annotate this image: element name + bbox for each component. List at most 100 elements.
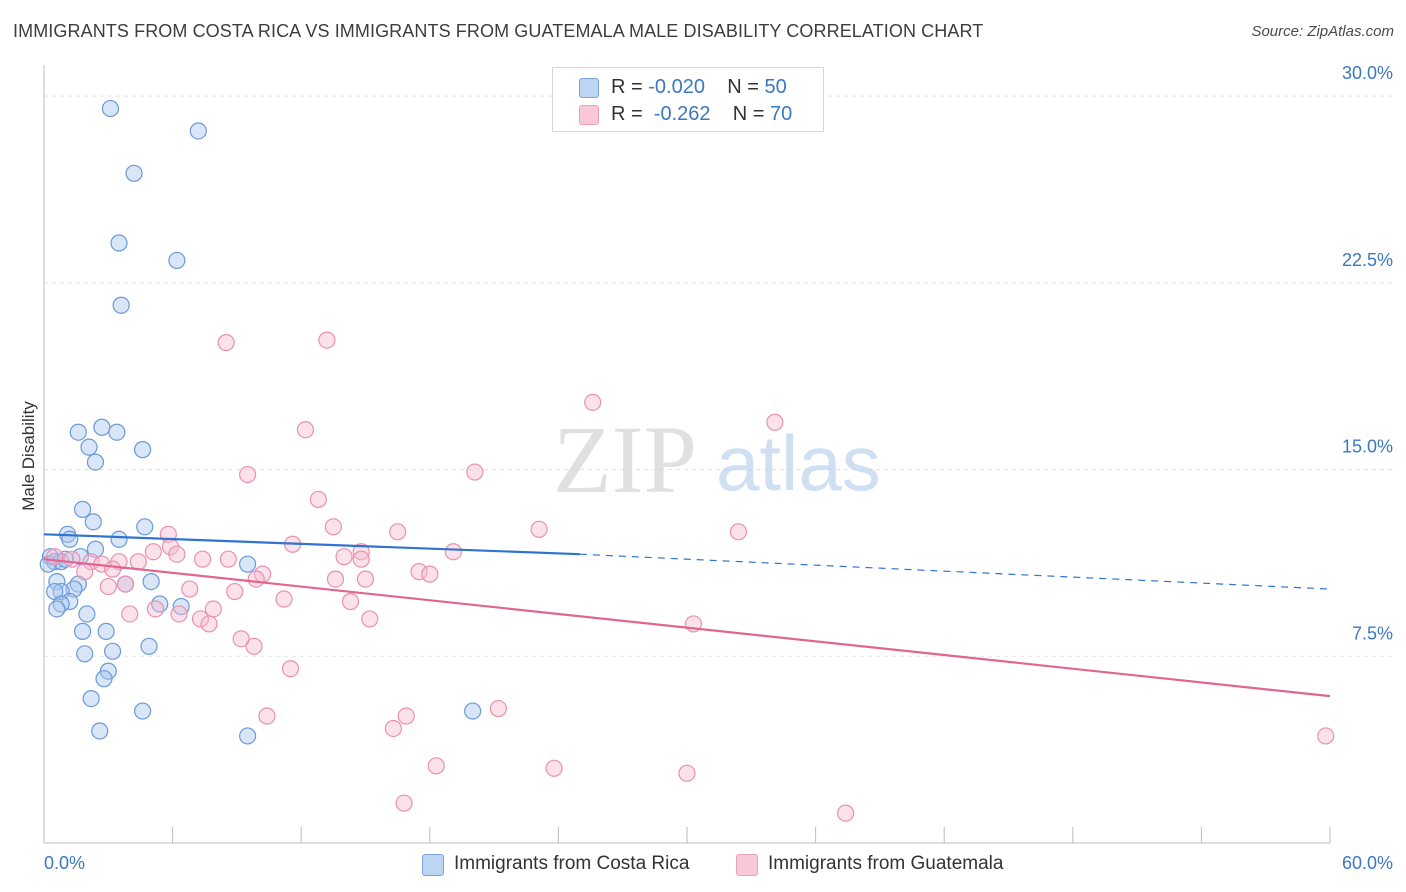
guatemala-point-7	[309, 490, 327, 509]
costa-rica-point-11	[86, 453, 105, 471]
guatemala-point-29	[103, 560, 122, 578]
costa-rica-point-42	[76, 645, 94, 663]
costa-rica-point-7	[93, 418, 111, 436]
chart-title: IMMIGRANTS FROM COSTA RICA VS IMMIGRANTS…	[13, 21, 984, 41]
watermark-atlas: atlas	[716, 419, 881, 507]
guatemala-point-57	[384, 719, 402, 738]
guatemala-point-46	[170, 605, 188, 623]
guatemala-point-16	[168, 545, 186, 563]
costa-rica-point-16	[61, 530, 79, 548]
guatemala-point-43	[146, 600, 165, 618]
bottom-legend-label-guatemala: Immigrants from Guatemala	[768, 853, 1004, 874]
guatemala-point-31	[410, 563, 428, 581]
series-guatemala-points	[46, 331, 1335, 822]
guatemala-point-1	[318, 331, 336, 349]
x-tick-label-max: 60.0%	[1342, 853, 1393, 873]
guatemala-point-55	[489, 699, 507, 718]
costa-rica-point-10	[133, 441, 152, 459]
costa-rica-point-8	[108, 423, 126, 441]
guatemala-point-62	[395, 794, 413, 812]
guatemala-point-42	[341, 592, 360, 611]
legend-text-costa-rica: R = -0.020 N = 50	[611, 76, 787, 98]
guatemala-point-38	[116, 575, 135, 593]
legend-n-value-guatemala: 70	[770, 103, 793, 125]
guatemala-point-11	[729, 523, 748, 541]
guatemala-point-37	[99, 577, 117, 596]
axes	[43, 65, 1331, 844]
guatemala-point-27	[352, 550, 370, 568]
guatemala-point-49	[200, 615, 218, 633]
legend-swatch-blue	[579, 78, 599, 98]
guatemala-point-3	[766, 413, 784, 431]
guatemala-point-19	[46, 548, 64, 566]
guatemala-point-15	[444, 543, 462, 561]
y-tick-label-2: 22.5%	[1342, 250, 1393, 270]
guatemala-point-47	[191, 610, 210, 628]
guatemala-point-26	[219, 550, 237, 568]
guatemala-point-63	[837, 804, 855, 822]
guatemala-point-51	[232, 630, 250, 648]
costa-rica-point-49	[91, 722, 109, 740]
series-costa-rica-points	[39, 99, 482, 745]
trend-line-guatemala	[43, 558, 1331, 698]
legend-r-value-costa-rica: -0.020	[648, 76, 705, 98]
bottom-legend-label-costa-rica: Immigrants from Costa Rica	[454, 853, 690, 874]
guatemala-point-33	[247, 570, 265, 588]
watermark: ZIP atlas	[553, 406, 881, 513]
costa-rica-point-39	[73, 622, 92, 640]
costa-rica-point-14	[136, 518, 154, 536]
guatemala-point-34	[326, 570, 345, 588]
costa-rica-point-13	[84, 513, 102, 531]
costa-rica-point-38	[78, 605, 96, 623]
bottom-swatch-pink	[736, 854, 758, 876]
costa-rica-point-46	[82, 690, 100, 708]
chart-source: Source: ZipAtlas.com	[1251, 23, 1394, 40]
costa-rica-point-37	[48, 600, 66, 618]
guatemala-point-23	[129, 553, 147, 571]
guatemala-point-20	[63, 550, 81, 568]
bottom-swatch-blue	[422, 854, 444, 876]
costa-rica-point-40	[97, 622, 115, 640]
guatemala-point-39	[181, 580, 199, 598]
guatemala-point-8	[324, 518, 342, 536]
costa-rica-point-48	[464, 702, 482, 720]
guatemala-point-2	[584, 393, 602, 411]
costa-rica-point-41	[140, 637, 158, 655]
costa-rica-point-29	[142, 572, 160, 591]
legend-r-value-guatemala: -0.262	[653, 103, 711, 125]
watermark-zip: ZIP	[553, 406, 697, 513]
guatemala-point-53	[281, 660, 300, 678]
costa-rica-point-47	[133, 702, 152, 720]
guatemala-point-54	[258, 707, 276, 725]
costa-rica-point-50	[239, 727, 257, 745]
costa-rica-point-17	[110, 530, 128, 548]
y-tick-label-3: 30.0%	[1342, 63, 1393, 83]
trend-line-costa-rica	[43, 533, 580, 556]
guatemala-point-5	[239, 465, 257, 484]
costa-rica-point-25	[239, 555, 257, 573]
guatemala-point-35	[356, 570, 375, 588]
guatemala-point-60	[545, 759, 563, 777]
guatemala-point-52	[245, 637, 263, 655]
guatemala-point-10	[530, 520, 548, 538]
guatemala-point-45	[121, 605, 139, 623]
costa-rica-point-3	[110, 234, 128, 252]
grid-lines	[44, 95, 1392, 657]
guatemala-point-4	[296, 421, 315, 439]
guatemala-point-36	[76, 563, 94, 581]
guatemala-point-59	[427, 757, 445, 775]
guatemala-point-9	[389, 523, 407, 541]
costa-rica-point-12	[73, 500, 92, 518]
legend-swatch-pink	[579, 105, 599, 125]
guatemala-point-41	[275, 590, 293, 608]
costa-rica-point-4	[168, 251, 186, 270]
y-axis-label: Male Disability	[19, 401, 38, 511]
guatemala-point-61	[678, 764, 696, 782]
costa-rica-point-43	[103, 642, 122, 660]
correlation-legend: R = -0.020 N = 50 R = -0.262 N = 70	[552, 67, 824, 132]
guatemala-point-17	[335, 548, 353, 566]
y-tick-label-0: 7.5%	[1352, 623, 1393, 643]
guatemala-point-56	[397, 707, 415, 725]
y-tick-label-1: 15.0%	[1342, 437, 1393, 457]
